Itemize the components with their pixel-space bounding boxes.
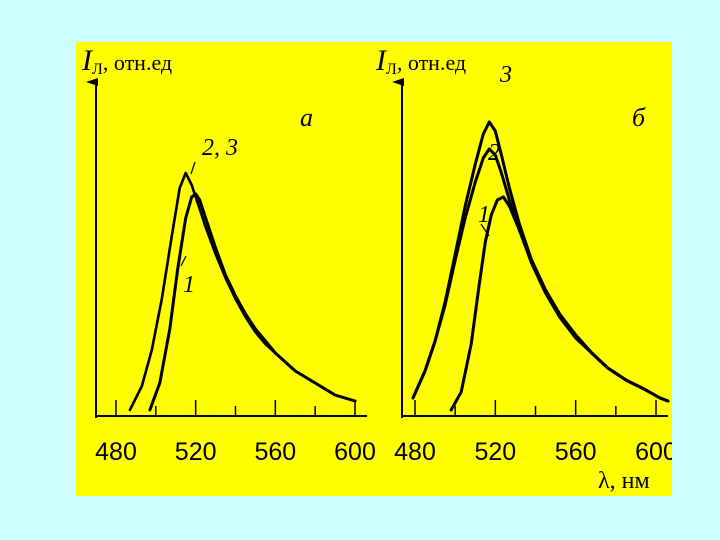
plot-a: 480 520 560 600 IЛ, отн.ед a 2, 3 1 [81, 44, 376, 466]
series-line-2 [411, 147, 670, 403]
x-tick-label: 520 [175, 438, 217, 466]
y-axis-title: IЛ, отн.ед [375, 44, 466, 78]
series-line-2-3 [128, 171, 357, 412]
series-line-1 [148, 192, 357, 412]
y-axis-subscript: Л [386, 61, 397, 78]
y-axis-unit: , отн.ед [103, 50, 172, 75]
x-tick-label: 560 [555, 438, 597, 466]
x-axis-title: λ, нм [598, 468, 650, 494]
curve-label-leader [190, 161, 196, 175]
x-tick-label: 520 [474, 438, 516, 466]
panel-letter: б [632, 103, 646, 132]
series-line-3 [411, 120, 670, 403]
curve-label: 3 [499, 62, 512, 88]
y-axis-title: IЛ, отн.ед [81, 44, 172, 78]
curve-label: 2, 3 [202, 135, 238, 161]
x-tick-label: 600 [635, 438, 672, 466]
x-tick-label: 480 [95, 438, 137, 466]
y-axis-subscript: Л [92, 61, 103, 78]
x-tick-label: 600 [334, 438, 376, 466]
series-line-1 [449, 195, 670, 412]
curve-label-leader [180, 255, 187, 267]
x-tick-label: 480 [394, 438, 436, 466]
curve-label: 1 [183, 272, 195, 298]
y-axis-unit: , отн.ед [397, 50, 466, 75]
plot-b: 480 520 560 600 IЛ, отн.ед б 3 2 1 λ, нм [375, 44, 672, 494]
y-axis-symbol: I [81, 44, 94, 77]
curve-label: 1 [478, 202, 490, 228]
curve-label-leader [480, 223, 490, 237]
x-tick-label: 560 [254, 438, 296, 466]
curve-label: 2 [488, 140, 500, 166]
panel-letter: a [300, 103, 313, 132]
y-axis-symbol: I [375, 44, 388, 77]
